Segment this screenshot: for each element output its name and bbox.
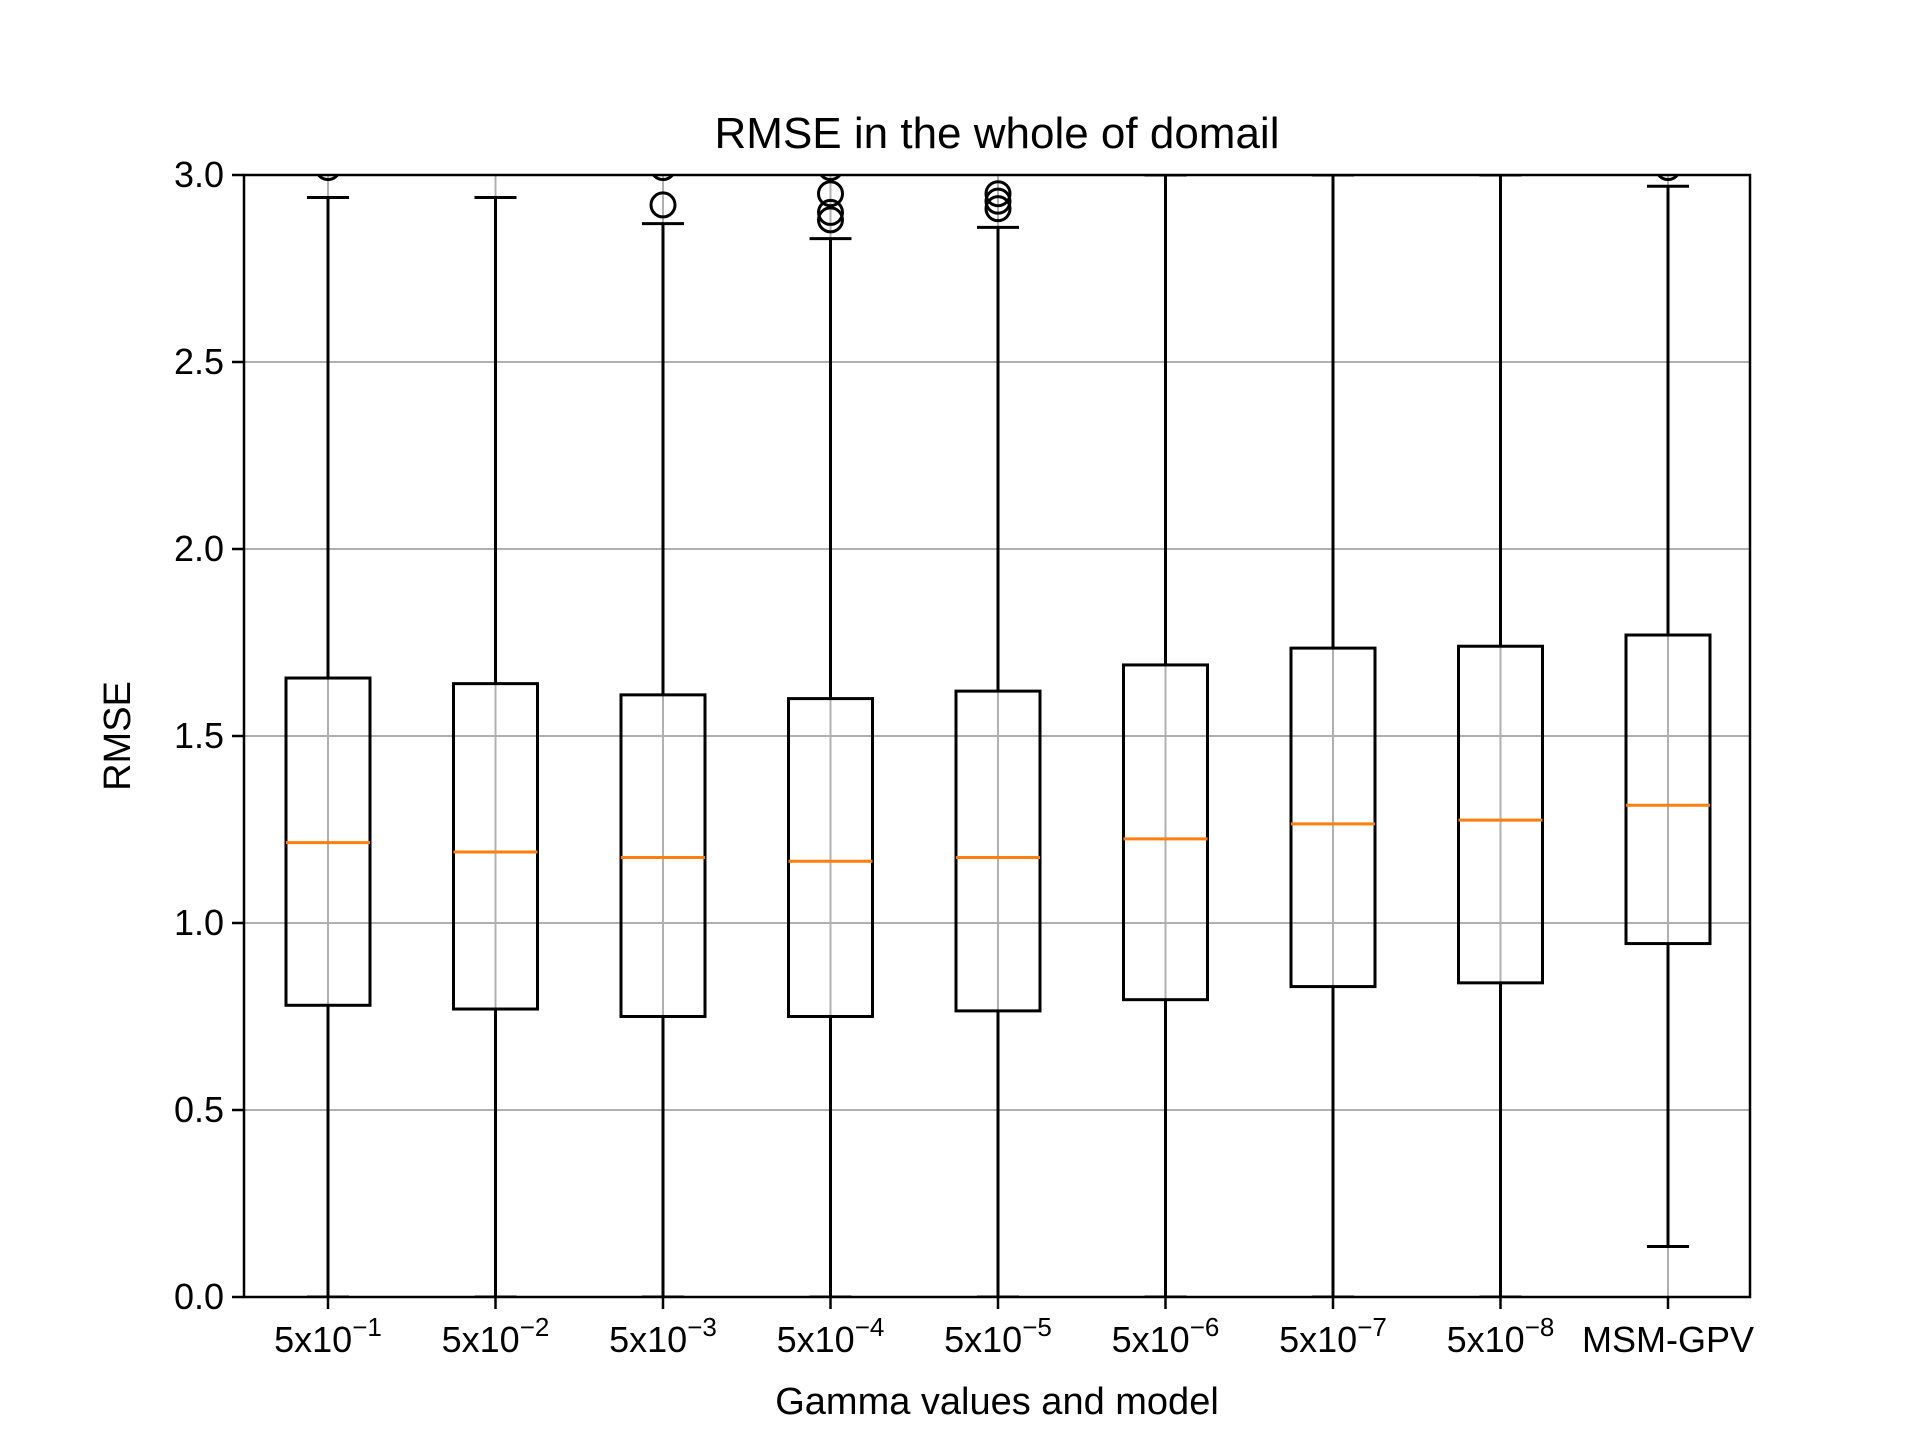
x-tick-label: 5x10−5 [944, 1312, 1052, 1360]
x-axis-label: Gamma values and model [775, 1381, 1219, 1423]
chart-title: RMSE in the whole of domail [715, 109, 1280, 158]
outlier-point [817, 180, 844, 208]
box-group [452, 195, 539, 1297]
outlier-point [651, 175, 675, 182]
outlier-point [649, 191, 677, 219]
y-tick-label: 1.0 [174, 902, 224, 943]
x-tick-label: 5x10−2 [442, 1312, 550, 1360]
y-tick-label: 2.5 [174, 341, 224, 382]
iqr-box [452, 682, 539, 1011]
y-tick-label: 0.0 [174, 1276, 224, 1317]
box-group [619, 175, 707, 1297]
outlier-point [819, 175, 842, 182]
iqr-box [619, 693, 707, 1018]
y-tick-label: 2.0 [174, 528, 224, 569]
x-tick-label: MSM-GPV [1582, 1319, 1754, 1360]
x-tick-label: 5x10−8 [1447, 1312, 1555, 1360]
iqr-box [1289, 646, 1377, 989]
outlier-point [984, 195, 1012, 223]
outlier-point [984, 180, 1012, 208]
y-tick-label: 1.5 [174, 715, 224, 756]
iqr-box [787, 697, 874, 1018]
y-tick-label: 0.5 [174, 1089, 224, 1130]
outlier-point [817, 198, 844, 226]
x-tick-label: 5x10−7 [1279, 1312, 1387, 1360]
y-tick-label: 3.0 [174, 154, 224, 195]
outlier-point [1656, 175, 1680, 182]
iqr-box [1624, 633, 1712, 946]
x-tick-label: 5x10−3 [609, 1312, 717, 1360]
iqr-box [954, 689, 1042, 1013]
box-group [1122, 175, 1209, 1297]
x-tick-label: 5x10−4 [777, 1312, 885, 1360]
boxes [284, 175, 1712, 1297]
box-group [787, 175, 874, 1297]
box-group [284, 175, 372, 1297]
y-axis-label: RMSE [97, 681, 139, 791]
x-tick-label: 5x10−6 [1112, 1312, 1220, 1360]
x-axis-ticks: 5x10−1 5x10−2 5x10−3 5x10−4 5x10−5 5x10−6 5x10… [274, 1297, 1754, 1360]
box-group [1289, 175, 1377, 1297]
iqr-box [1122, 663, 1209, 1002]
outlier-point [817, 206, 844, 234]
box-group [954, 180, 1042, 1297]
box-group [1457, 175, 1544, 1297]
x-tick-label: 5x10−1 [274, 1312, 382, 1360]
box-group [1624, 175, 1712, 1249]
outlier-point [984, 187, 1012, 215]
iqr-box [1457, 644, 1544, 985]
y-axis-ticks: 0.0 0.5 1.0 1.5 2.0 2.5 3.0 [174, 154, 244, 1317]
outlier-point [316, 175, 340, 182]
